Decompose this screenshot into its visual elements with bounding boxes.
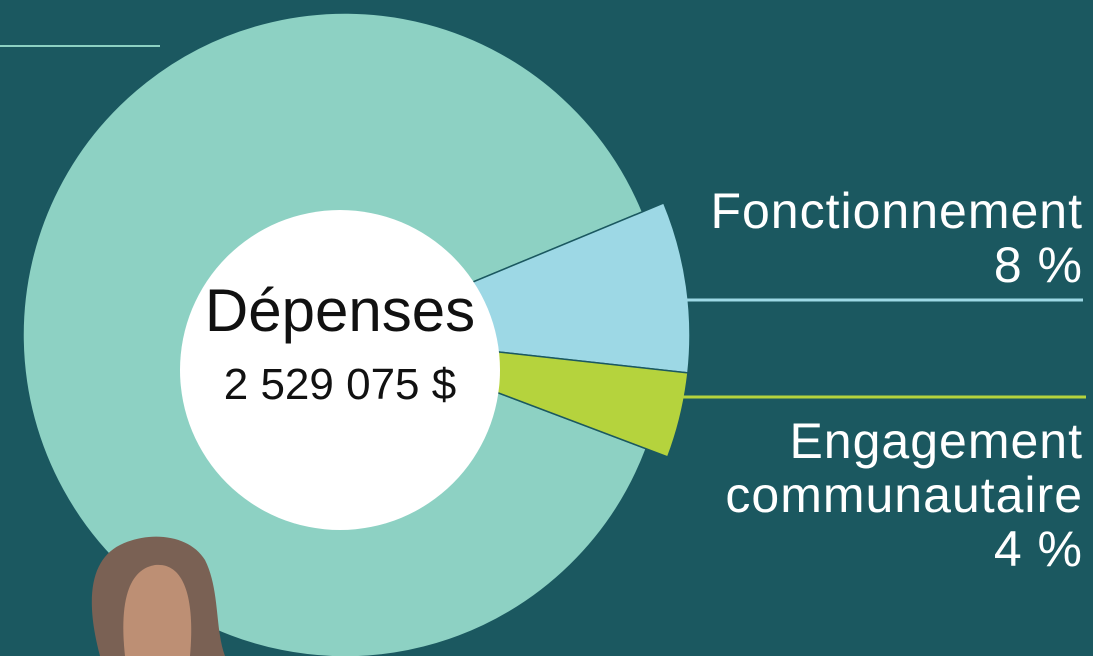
center-value: 2 529 075 $: [180, 360, 500, 410]
center-title: Dépenses: [180, 276, 500, 345]
legend-label: Engagement communautaire: [683, 414, 1083, 522]
page: Dépenses 2 529 075 $ Fonctionnement 8 % …: [0, 0, 1093, 656]
legend-label: Fonctionnement: [663, 184, 1083, 238]
value-label: 4 %: [663, 522, 1083, 576]
value-label: 8 %: [663, 238, 1083, 292]
